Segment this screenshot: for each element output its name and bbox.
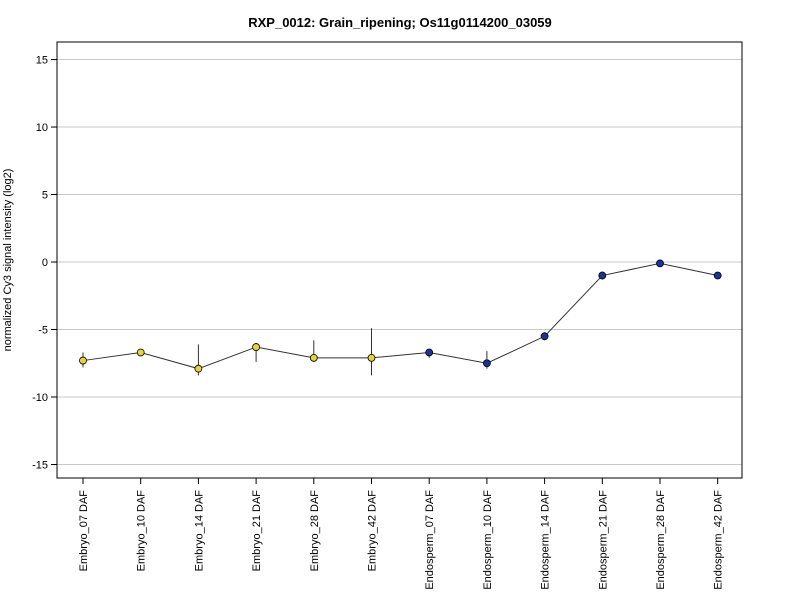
series-line — [82, 262, 718, 370]
y-tick-label: 5 — [42, 190, 48, 202]
x-tick-label: Endosperm_07 DAF — [424, 490, 436, 590]
x-tick-label: Embryo_10 DAF — [136, 490, 148, 572]
data-point — [136, 348, 145, 357]
x-tick-label: Embryo_42 DAF — [367, 490, 379, 572]
x-tick-label: Endosperm_21 DAF — [597, 490, 609, 590]
y-tick-label: -10 — [32, 392, 48, 404]
data-point — [367, 353, 376, 362]
data-point — [656, 259, 664, 268]
data-point — [194, 364, 203, 373]
y-tick-label: 10 — [36, 122, 48, 134]
data-point — [540, 332, 549, 341]
data-point — [713, 271, 722, 280]
x-tick-label: Embryo_07 DAF — [78, 490, 90, 572]
y-tick-label: 0 — [42, 257, 48, 269]
y-tick-label: 15 — [36, 55, 48, 67]
grid-lines — [57, 59, 742, 466]
y-tick-label: -15 — [32, 460, 48, 472]
data-point — [425, 348, 434, 357]
data-point — [598, 271, 607, 280]
y-axis-label: normalized Cy3 signal intensity (log2) — [2, 169, 14, 352]
series-polyline — [82, 262, 718, 370]
chart-title: RXP_0012: Grain_ripening; Os11g0114200_0… — [248, 15, 552, 30]
x-tick-label: Embryo_21 DAF — [251, 490, 263, 572]
error-bars — [82, 260, 719, 376]
y-tick-label: -5 — [38, 325, 48, 337]
plot-frame — [56, 41, 743, 479]
y-axis: -15 -10 -5 0 5 10 15 — [32, 55, 57, 472]
data-point — [79, 356, 87, 365]
x-tick-label: Endosperm_14 DAF — [540, 490, 552, 590]
data-point — [252, 343, 261, 351]
x-tick-label: Endosperm_28 DAF — [655, 490, 667, 590]
data-point — [309, 353, 318, 362]
data-points — [79, 259, 722, 373]
x-tick-label: Embryo_14 DAF — [193, 490, 205, 572]
x-axis: Embryo_07 DAF Embryo_10 DAF Embryo_14 DAF E… — [78, 478, 725, 590]
x-tick-label: Embryo_28 DAF — [309, 490, 321, 572]
x-tick-label: Endosperm_10 DAF — [482, 490, 494, 590]
x-tick-label: Endosperm_42 DAF — [713, 490, 725, 590]
data-point — [482, 359, 491, 368]
